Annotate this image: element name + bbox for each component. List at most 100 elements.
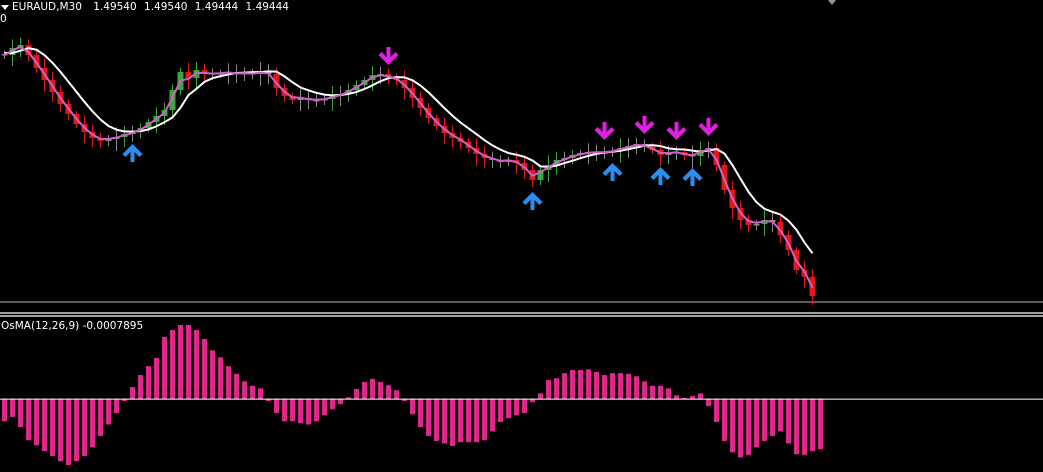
osma-bar (306, 399, 311, 425)
sell-arrow-icon (698, 118, 719, 136)
osma-bar (98, 399, 103, 436)
osma-bar (194, 330, 199, 400)
candle-body (697, 150, 704, 156)
candle-body (273, 74, 280, 88)
osma-bar (242, 381, 247, 400)
osma-bar (690, 395, 695, 400)
osma-bar (426, 399, 431, 436)
buy-arrow-icon (522, 192, 543, 210)
osma-bar (442, 399, 447, 444)
osma-bar (666, 388, 671, 400)
osma-bar (154, 357, 159, 400)
osma-bar (794, 399, 799, 455)
candle-body (9, 48, 16, 55)
osma-bar (522, 399, 527, 414)
osma-bar (602, 375, 607, 400)
osma-bar (250, 385, 255, 400)
osma-bar (274, 399, 279, 414)
fast-ma-line (3, 45, 814, 289)
osma-bar (674, 395, 679, 400)
osma-bar (410, 399, 415, 415)
osma-bar (290, 399, 295, 422)
low-price: 1.49444 (194, 1, 239, 13)
osma-bar (282, 399, 287, 422)
osma-bar (802, 399, 807, 455)
dropdown-triangle-icon[interactable] (1, 5, 9, 10)
shift-marker-icon (828, 0, 836, 5)
osma-bar (210, 350, 215, 400)
osma-bar (314, 399, 319, 422)
osma-bar (418, 399, 423, 428)
osma-bar (786, 399, 791, 444)
candle-body (185, 72, 192, 78)
osma-bar (354, 388, 359, 400)
close-price: 1.49444 (245, 1, 289, 13)
osma-bar (618, 373, 623, 400)
osma-bar (218, 357, 223, 400)
osma-bar (554, 378, 559, 400)
buy-arrow-icon (122, 144, 143, 162)
candle-body (105, 139, 112, 141)
osma-bar (234, 373, 239, 400)
osma-bar (130, 387, 135, 400)
osma-bar (738, 399, 743, 458)
osma-bar (586, 369, 591, 400)
osma-bar (458, 399, 463, 443)
osma-bar (626, 373, 631, 400)
osma-bar (634, 376, 639, 400)
osma-bar (762, 399, 767, 441)
osma-bar (66, 399, 71, 466)
osma-bar (370, 378, 375, 400)
osma-label: OsMA(12,26,9) -0.0007895 (1, 320, 144, 332)
osma-bar (578, 369, 583, 400)
osma-bar (402, 399, 407, 402)
osma-bar (546, 380, 551, 400)
osma-bar (778, 399, 783, 432)
osma-bar (42, 399, 47, 452)
osma-bar (594, 371, 599, 400)
osma-bar (562, 373, 567, 400)
candle-body (25, 45, 32, 55)
candle-body (777, 222, 784, 235)
osma-bar (538, 393, 543, 400)
osma-bar (186, 324, 191, 400)
candle-body (297, 98, 304, 100)
osma-bar (74, 399, 79, 462)
osma-bar (26, 399, 31, 441)
osma-bar (346, 397, 351, 400)
osma-bar (642, 381, 647, 400)
osma-bar (570, 369, 575, 400)
osma-bar (706, 399, 711, 407)
candle-body (665, 153, 672, 155)
buy-arrow-icon (650, 167, 671, 185)
osma-bar (530, 399, 535, 403)
osma-bar (178, 324, 183, 400)
osma-bar (162, 337, 167, 400)
sell-arrow-icon (594, 122, 615, 140)
osma-bar (610, 373, 615, 400)
osma-bar (466, 399, 471, 443)
osma-bar (394, 390, 399, 400)
osma-bar (58, 399, 63, 462)
osma-bar (378, 382, 383, 400)
osma-bar (170, 330, 175, 400)
candle-body (745, 220, 752, 225)
high-price: 1.49540 (144, 1, 188, 13)
osma-bar (82, 399, 87, 457)
osma-bar (50, 399, 55, 457)
buy-arrow-icon (602, 163, 623, 181)
osma-bar (362, 382, 367, 400)
osma-bar (434, 399, 439, 441)
candle-body (713, 148, 720, 165)
osma-bar (114, 399, 119, 414)
osma-bar (266, 399, 271, 402)
osma-bar (138, 375, 143, 400)
open-price: 1.49540 (93, 1, 137, 13)
osma-bar (474, 399, 479, 443)
osma-bar (18, 399, 23, 428)
osma-bar (330, 399, 335, 410)
candle-body (753, 224, 760, 226)
sell-arrow-icon (666, 122, 687, 140)
osma-bar (338, 399, 343, 405)
